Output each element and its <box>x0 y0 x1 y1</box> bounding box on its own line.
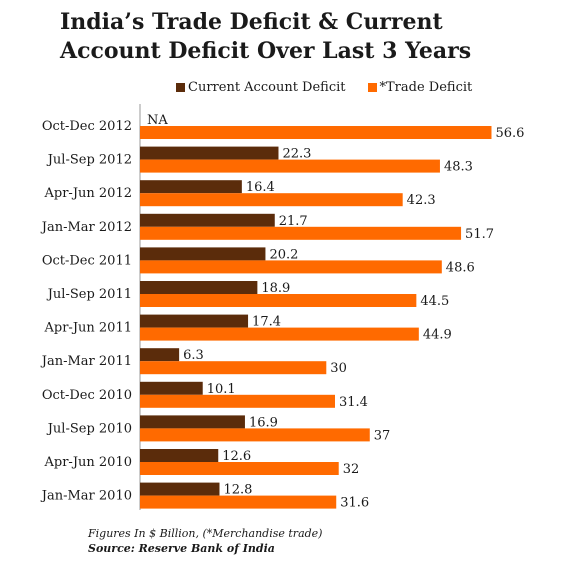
bar-current-account <box>140 449 219 462</box>
bar-current-account <box>140 482 220 496</box>
data-label: 20.2 <box>269 247 298 262</box>
category-label: Oct-Dec 2011 <box>42 253 132 268</box>
legend-swatch-trade <box>367 83 377 92</box>
bar-current-account <box>140 281 258 294</box>
bar-trade-deficit <box>140 361 327 375</box>
bar-trade-deficit <box>140 327 419 341</box>
data-label: 51.7 <box>465 227 494 242</box>
bar-current-account <box>140 213 275 227</box>
category-label: Oct-Dec 2010 <box>42 388 132 403</box>
legend-swatch-current-account <box>176 83 185 92</box>
legend-item-trade: *Trade Deficit <box>367 80 473 95</box>
data-label: 12.8 <box>223 483 252 498</box>
bar-current-account <box>140 381 203 395</box>
bar-trade-deficit <box>140 394 335 408</box>
category-label: Jan-Mar 2012 <box>40 220 132 235</box>
data-label: 31.6 <box>340 496 369 510</box>
bar-trade-deficit <box>140 294 417 307</box>
source-note: Source: Reserve Bank of India <box>88 542 275 555</box>
chart-title: India’s Trade Deficit & Current Account … <box>60 9 472 64</box>
legend-label-trade: *Trade Deficit <box>379 80 473 95</box>
data-label: 31.4 <box>339 395 368 410</box>
bar-current-account <box>140 146 279 160</box>
bar-current-account <box>140 415 245 429</box>
bar-trade-deficit <box>140 159 440 173</box>
bar-trade-deficit <box>140 193 403 207</box>
category-label: Apr-Jun 2012 <box>44 186 133 201</box>
data-label: 10.1 <box>207 382 236 397</box>
bar-trade-deficit <box>140 226 462 240</box>
legend-label-current-account: Current Account Deficit <box>188 80 346 95</box>
data-label: 56.6 <box>495 126 524 141</box>
data-label: 44.5 <box>420 294 449 309</box>
bar-current-account <box>140 247 266 261</box>
data-label: 32 <box>343 462 360 477</box>
category-label: Jul-Sep 2010 <box>46 421 132 436</box>
legend: Current Account Deficit *Trade Deficit <box>176 80 472 95</box>
data-label: 42.3 <box>407 193 436 208</box>
category-label: Jul-Sep 2011 <box>46 287 132 302</box>
data-label: 21.7 <box>279 214 308 229</box>
data-label: 37 <box>374 428 391 443</box>
data-label: 6.3 <box>183 348 204 363</box>
footnote: Figures In $ Billion, (*Merchandise trad… <box>88 527 323 540</box>
category-label: Apr-Jun 2011 <box>44 321 133 336</box>
data-label: 12.6 <box>222 449 251 464</box>
data-label: 16.9 <box>249 415 278 430</box>
bar-current-account <box>140 180 242 194</box>
data-label: 48.6 <box>446 260 475 275</box>
category-label: Oct-Dec 2012 <box>42 119 132 134</box>
data-label: 22.3 <box>282 147 311 162</box>
category-label: Jan-Mar 2011 <box>40 354 132 369</box>
data-label: 30 <box>330 361 347 376</box>
category-label: Jan-Mar 2010 <box>40 489 132 504</box>
bar-trade-deficit <box>140 126 492 139</box>
data-label: 18.9 <box>261 281 290 296</box>
bar-trade-deficit <box>140 260 442 274</box>
bar-current-account <box>140 348 180 362</box>
bar-current-account <box>140 314 249 328</box>
data-label: 44.9 <box>423 328 452 343</box>
bar-trade-deficit <box>140 462 339 475</box>
category-label: Jul-Sep 2012 <box>46 153 132 168</box>
data-label: NA <box>147 113 168 128</box>
category-label: Apr-Jun 2010 <box>44 455 133 470</box>
legend-item-current-account: Current Account Deficit <box>176 80 346 95</box>
bar-trade-deficit <box>140 428 370 442</box>
data-label: 17.4 <box>252 315 281 330</box>
data-label: 16.4 <box>246 180 275 195</box>
data-label: 48.3 <box>444 160 473 175</box>
bar-chart: Oct-Dec 2012 NA 56.6 Jul-Sep 2012 22.3 48.3 Ap… <box>40 104 524 510</box>
bar-trade-deficit <box>140 495 337 509</box>
